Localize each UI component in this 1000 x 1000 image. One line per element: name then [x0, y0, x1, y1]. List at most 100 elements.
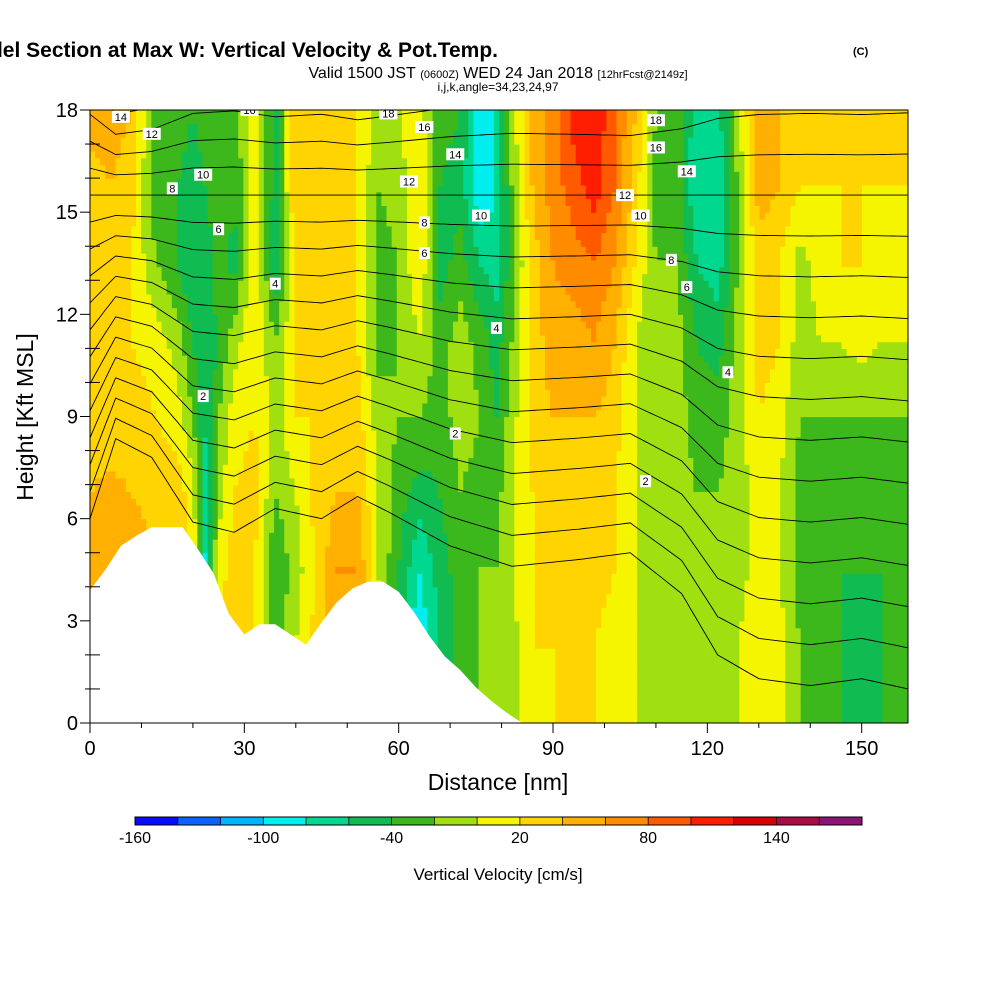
velocity-cell: [360, 573, 367, 581]
velocity-cell: [161, 130, 168, 138]
velocity-cell: [345, 416, 352, 424]
velocity-cell: [222, 314, 229, 322]
velocity-cell: [141, 300, 147, 309]
velocity-cell: [110, 253, 117, 261]
velocity-cell: [238, 362, 244, 370]
velocity-cell: [309, 293, 316, 302]
velocity-cell: [100, 184, 106, 193]
velocity-cell: [274, 423, 280, 431]
velocity-cell: [105, 423, 112, 431]
velocity-cell: [284, 586, 290, 595]
velocity-cell: [90, 545, 96, 554]
velocity-cell: [335, 246, 342, 254]
velocity-cell: [360, 416, 367, 424]
velocity-cell: [171, 253, 178, 261]
velocity-cell: [289, 144, 296, 152]
velocity-cell: [115, 545, 122, 554]
velocity-cell: [95, 457, 101, 465]
velocity-cell: [238, 334, 244, 343]
velocity-cell: [340, 116, 347, 125]
velocity-cell: [115, 178, 122, 186]
velocity-cell: [366, 518, 372, 527]
velocity-cell: [360, 198, 367, 206]
velocity-cell: [187, 491, 193, 499]
velocity-cell: [304, 457, 311, 465]
velocity-cell: [340, 396, 347, 404]
velocity-cell: [371, 450, 377, 458]
velocity-cell: [284, 430, 290, 438]
velocity-cell: [171, 110, 178, 118]
velocity-cell: [330, 184, 336, 193]
chart-subtitle: Valid 1500 JST (0600Z) WED 24 Jan 2018 […: [308, 65, 687, 82]
velocity-cell: [294, 225, 301, 234]
velocity-cell: [320, 334, 326, 343]
velocity-cell: [243, 287, 250, 295]
velocity-cell: [258, 491, 265, 499]
velocity-cell: [258, 545, 265, 554]
velocity-cell: [90, 232, 96, 241]
velocity-cell: [228, 600, 234, 608]
velocity-cell: [268, 498, 275, 506]
velocity-cell: [274, 232, 280, 241]
velocity-cell: [253, 430, 260, 438]
velocity-cell: [340, 144, 347, 152]
velocity-cell: [95, 157, 101, 166]
velocity-cell: [263, 178, 270, 186]
velocity-cell: [274, 341, 280, 349]
velocity-cell: [238, 593, 244, 601]
velocity-cell: [294, 293, 301, 302]
velocity-cell: [263, 457, 270, 465]
velocity-cell: [141, 150, 147, 159]
velocity-cell: [228, 253, 234, 261]
velocity-cell: [284, 545, 290, 554]
velocity-cell: [105, 341, 112, 349]
velocity-cell: [146, 436, 152, 445]
velocity-cell: [141, 225, 147, 234]
velocity-cell: [325, 382, 331, 390]
velocity-cell: [248, 253, 255, 261]
velocity-cell: [268, 116, 275, 125]
velocity-cell: [279, 579, 285, 588]
velocity-cell: [202, 511, 209, 520]
velocity-cell: [355, 259, 362, 268]
velocity-cell: [233, 396, 239, 404]
velocity-cell: [258, 607, 265, 615]
velocity-cell: [115, 341, 122, 349]
velocity-cell: [263, 382, 270, 390]
velocity-cell: [320, 184, 326, 193]
velocity-cell: [90, 518, 96, 527]
velocity-cell: [233, 402, 239, 411]
velocity-cell: [156, 178, 163, 186]
velocity-cell: [90, 389, 96, 397]
velocity-cell: [233, 246, 239, 254]
velocity-cell: [253, 491, 260, 499]
velocity-cell: [335, 389, 342, 397]
velocity-cell: [355, 477, 362, 486]
velocity-cell: [146, 402, 152, 411]
velocity-cell: [294, 607, 301, 615]
velocity-cell: [268, 443, 275, 452]
velocity-cell: [289, 327, 296, 336]
velocity-cell: [197, 545, 204, 554]
velocity-cell: [120, 157, 127, 166]
velocity-cell: [320, 110, 326, 118]
velocity-cell: [120, 341, 127, 349]
velocity-cell: [192, 280, 198, 288]
velocity-cell: [105, 178, 112, 186]
velocity-cell: [228, 362, 234, 370]
velocity-cell: [212, 130, 219, 138]
velocity-cell: [366, 110, 372, 118]
velocity-cell: [136, 518, 142, 527]
velocity-cell: [187, 110, 193, 118]
velocity-cell: [202, 450, 209, 458]
velocity-cell: [120, 164, 127, 172]
velocity-cell: [263, 280, 270, 288]
velocity-cell: [166, 491, 173, 499]
velocity-cell: [294, 552, 301, 561]
velocity-cell: [294, 470, 301, 479]
velocity-cell: [325, 246, 331, 254]
velocity-cell: [166, 164, 173, 172]
velocity-cell: [161, 368, 168, 377]
velocity-cell: [268, 198, 275, 206]
velocity-cell: [304, 532, 311, 540]
